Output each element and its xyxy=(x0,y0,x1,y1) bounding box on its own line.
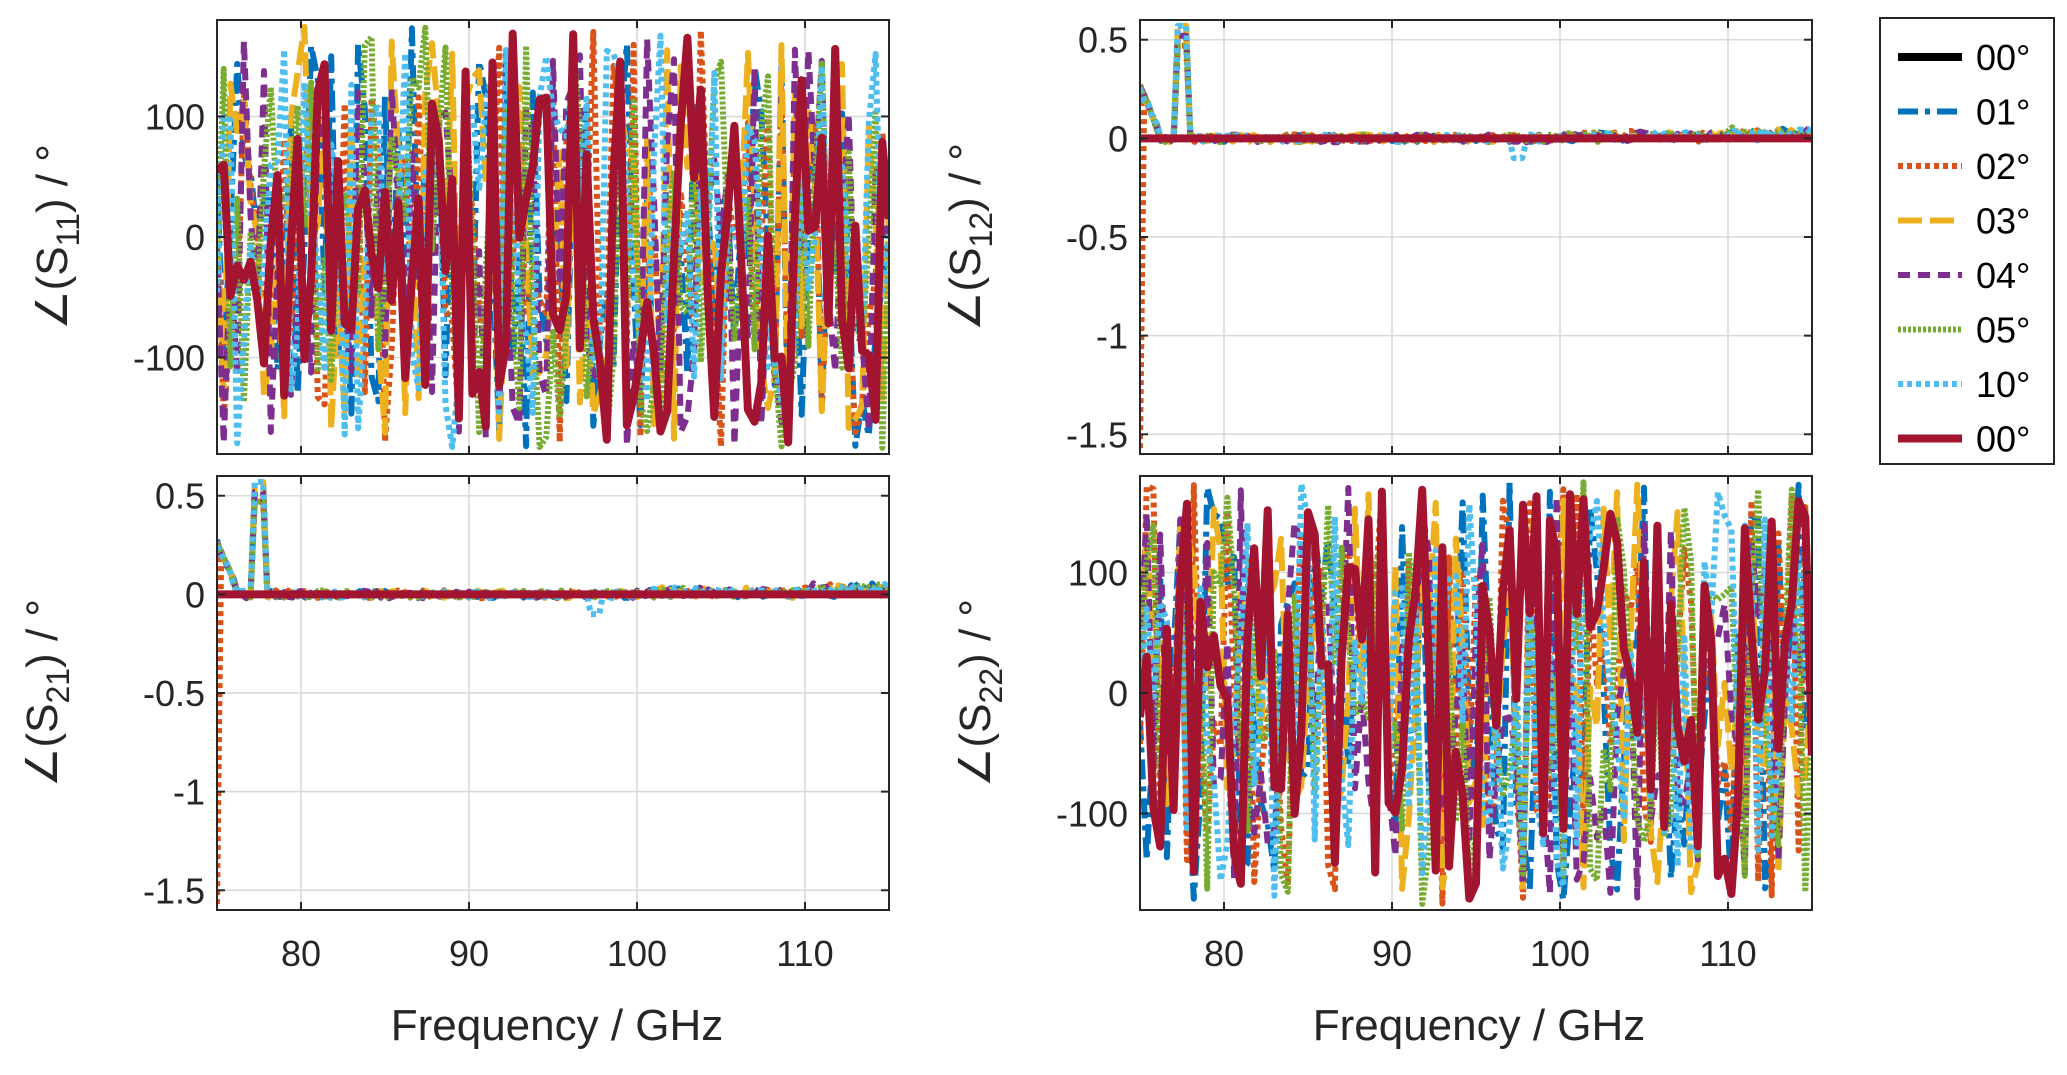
y-tick-label: -100 xyxy=(133,338,205,379)
y-tick-label: 100 xyxy=(1068,552,1128,593)
y-tick-label: -1 xyxy=(1096,316,1128,357)
series-group xyxy=(217,23,889,451)
x-tick-label: 110 xyxy=(1699,933,1756,974)
x-tick-label: 80 xyxy=(1204,933,1244,974)
legend-label: 10° xyxy=(1976,364,2030,405)
x-tick-label: 100 xyxy=(607,933,667,974)
series-group xyxy=(217,478,889,905)
y-tick-label: 0 xyxy=(185,217,205,258)
y-tick-label: 0 xyxy=(1108,118,1128,159)
x-tick-label: 90 xyxy=(449,933,489,974)
x-tick-label: 110 xyxy=(776,933,833,974)
y-tick-label: -100 xyxy=(1056,794,1128,835)
legend: 00° 01° 02° 03° 04° 05° 10° 00° xyxy=(1879,17,2055,465)
y-tick-label: -1.5 xyxy=(143,870,205,911)
y-tick-label: -1 xyxy=(173,772,205,813)
y-axis-label: ∠(S11) / ° xyxy=(28,144,86,330)
legend-label: 01° xyxy=(1976,92,2030,133)
y-axis-label: ∠(S12) / ° xyxy=(941,143,999,331)
y-tick-label: -1.5 xyxy=(1066,414,1128,455)
legend-label: 00° xyxy=(1976,37,2030,78)
series-group xyxy=(1140,22,1812,449)
legend-label: 02° xyxy=(1976,146,2030,187)
y-tick-label: -0.5 xyxy=(143,673,205,714)
legend-label: 00° xyxy=(1976,419,2030,460)
series-line-04deg-4 xyxy=(217,36,889,449)
y-tick-label: 0.5 xyxy=(1078,20,1128,61)
y-tick-label: 0 xyxy=(185,574,205,615)
series-line-00deg-7 xyxy=(217,29,889,447)
panel-s11: 100 0 -100 ∠(S11) / ° xyxy=(28,19,890,455)
x-tick-label: 80 xyxy=(281,933,321,974)
y-axis-label: ∠(S21) / ° xyxy=(18,599,76,787)
x-axis-label-left: Frequency / GHz xyxy=(391,1001,724,1050)
panel-s22: 100 0 -100 80 90 100 110 ∠(S22) / ° xyxy=(951,475,1813,974)
series-group xyxy=(1140,479,1812,907)
y-axis-label: ∠(S22) / ° xyxy=(951,599,1009,787)
panel-s21: 0.5 0 -0.5 -1 -1.5 80 90 100 110 ∠(S21) / ° xyxy=(18,475,890,974)
legend-box xyxy=(1879,17,2055,465)
series-line-04deg-4 xyxy=(1140,485,1812,901)
series-line-00deg-7 xyxy=(1140,485,1812,903)
x-tick-label: 100 xyxy=(1530,933,1590,974)
series-line-05deg-5 xyxy=(217,24,889,451)
y-tick-label: 0.5 xyxy=(155,476,205,517)
y-tick-label: -0.5 xyxy=(1066,217,1128,258)
panel-s12: 0.5 0 -0.5 -1 -1.5 ∠(S12) / ° xyxy=(941,19,1813,455)
legend-label: 05° xyxy=(1976,310,2030,351)
y-tick-label: 100 xyxy=(145,96,205,137)
y-tick-label: 0 xyxy=(1108,673,1128,714)
legend-label: 04° xyxy=(1976,255,2030,296)
series-line-10deg-6 xyxy=(217,32,889,450)
x-axis-label-right: Frequency / GHz xyxy=(1313,1001,1646,1050)
x-tick-label: 90 xyxy=(1372,933,1412,974)
legend-label: 03° xyxy=(1976,201,2030,242)
